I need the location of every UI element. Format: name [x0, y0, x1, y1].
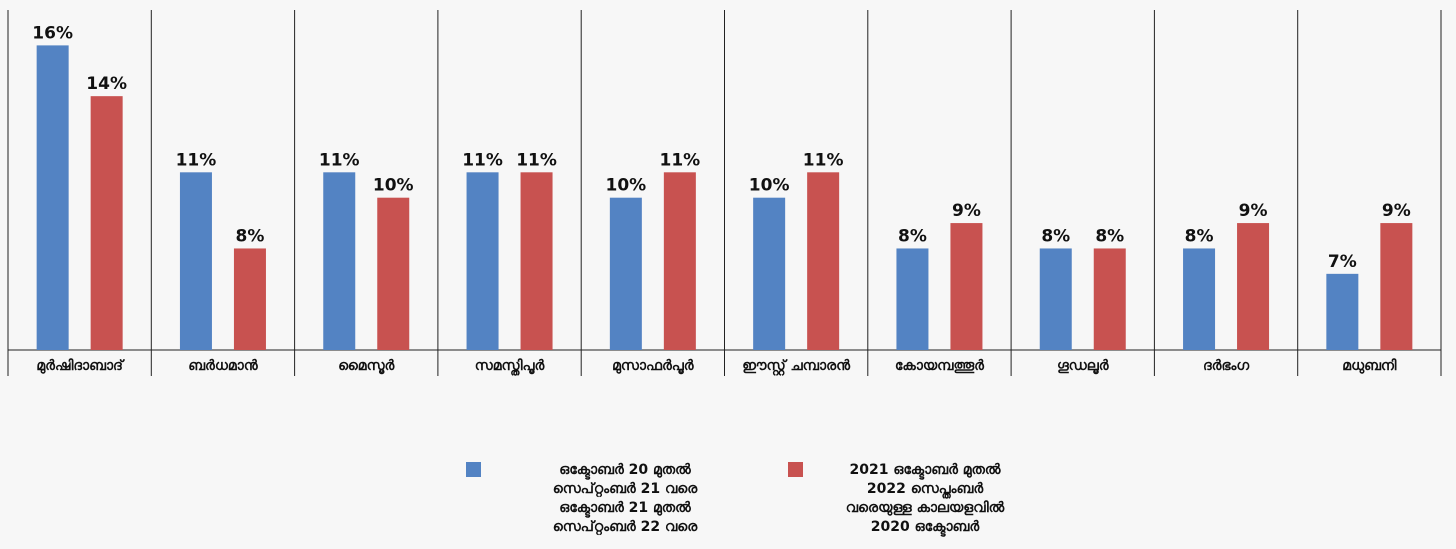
bar: [663, 172, 696, 350]
x-tick-label: കോയമ്പത്തൂർ: [895, 358, 985, 374]
data-label: 9%: [952, 201, 981, 221]
legend-line: സെപ്റ്റംബർ 21 വരെ: [553, 481, 699, 498]
legend-line: 2020 ഒക്ടോബർ: [871, 519, 981, 538]
data-label: 11%: [659, 150, 700, 170]
data-label: 14%: [86, 74, 127, 94]
bar: [90, 96, 123, 351]
bar: [520, 172, 553, 350]
data-label: 11%: [319, 150, 360, 170]
bar: [466, 172, 499, 350]
data-label: 11%: [803, 150, 844, 170]
data-label: 9%: [1382, 201, 1411, 221]
x-tick-label: മുർഷിദാബാദ്: [36, 358, 125, 375]
data-label: 11%: [516, 150, 557, 170]
data-label: 11%: [462, 150, 503, 170]
bar: [1093, 248, 1126, 350]
data-label: 16%: [32, 23, 73, 43]
legend-swatch: [788, 462, 803, 477]
legend-label: 2021 ഒക്ടോബർ മുതൽ 2022 സെപ്തംബർ വരെയുള്ള ക…: [846, 462, 1005, 538]
legend-line: വരെയുള്ള കാലയളവിൽ: [846, 500, 1005, 516]
x-tick-label: ഈസ്റ്റ് ചമ്പാരൻ: [742, 358, 851, 376]
bar: [609, 197, 642, 350]
data-label: 10%: [373, 176, 414, 196]
x-tick-label: ബർധമാൻ: [188, 358, 259, 374]
data-label: 8%: [1095, 226, 1124, 246]
data-label: 9%: [1239, 201, 1268, 221]
legend-line: 2022 സെപ്തംബർ: [867, 481, 984, 500]
x-tick-label: മധുബനി: [1342, 358, 1397, 374]
data-label: 8%: [236, 226, 265, 246]
x-tick-label: ഗൂഡലൂർ: [1057, 358, 1110, 375]
bar: [377, 197, 410, 350]
data-label: 8%: [1041, 226, 1070, 246]
data-label: 8%: [1185, 226, 1214, 246]
bar: [323, 172, 356, 350]
x-tick-label: മുസാഫർപൂർ: [612, 358, 695, 375]
bar: [1183, 248, 1216, 350]
bar: [896, 248, 929, 350]
legend-line: ഒക്ടോബർ 21 മുതൽ: [559, 500, 691, 519]
data-label: 11%: [176, 150, 217, 170]
bar: [1039, 248, 1072, 350]
data-label: 8%: [898, 226, 927, 246]
legend-line: ഒക്ടോബർ 20 മുതൽ: [559, 462, 691, 481]
legend-label: ഒക്ടോബർ 20 മുതൽ സെപ്റ്റംബർ 21 വരെ ഒക്ടോബർ …: [553, 462, 699, 536]
data-label: 10%: [605, 176, 646, 196]
legend-line: സെപ്റ്റംബർ 22 വരെ: [553, 519, 699, 536]
bar: [1380, 223, 1413, 350]
x-tick-label: മൈസൂർ: [338, 358, 395, 375]
x-tick-label: സമസ്തിപൂർ: [475, 358, 546, 377]
bar: [233, 248, 266, 350]
bar: [1326, 273, 1359, 350]
legend-line: 2021 ഒക്ടോബർ മുതൽ: [849, 462, 1000, 481]
legend-swatch: [466, 462, 481, 477]
bar: [807, 172, 840, 350]
bar: [179, 172, 212, 350]
data-label: 7%: [1328, 252, 1357, 272]
data-label: 10%: [749, 176, 790, 196]
bar: [1237, 223, 1270, 350]
bar: [753, 197, 786, 350]
bar: [950, 223, 983, 350]
bar: [36, 45, 69, 351]
x-tick-label: ദർഭംഗ: [1203, 358, 1250, 374]
